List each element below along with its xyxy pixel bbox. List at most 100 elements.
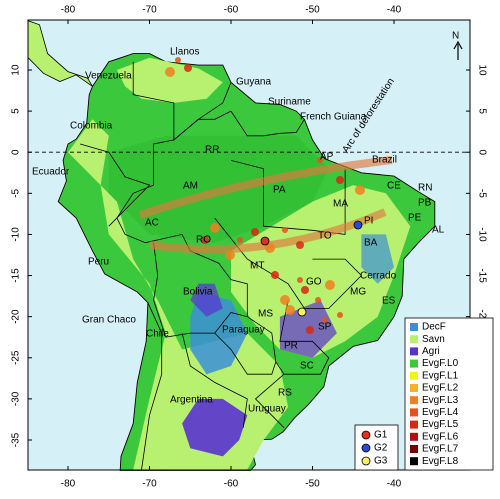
lon-tick-label: -80 (61, 5, 76, 16)
hotspot (315, 297, 321, 303)
hotspot (297, 277, 303, 283)
border-guianas (230, 110, 305, 137)
place-label: MS (258, 309, 273, 320)
place-label: Peru (88, 257, 109, 268)
place-label: Argentina (170, 395, 213, 406)
place-label: PI (364, 216, 373, 227)
hotspot (336, 176, 344, 184)
legend-swatch (410, 371, 418, 380)
place-label: PB (418, 198, 432, 209)
savanna-cerrado (231, 185, 411, 358)
place-label: ES (382, 296, 396, 307)
hotspot (355, 185, 365, 195)
hotspot (301, 286, 309, 294)
site-point (260, 236, 270, 246)
lon-tick-label: -50 (305, 5, 320, 16)
place-label: AP (320, 152, 334, 163)
border-states-2 (214, 217, 362, 309)
place-label: Uruguay (248, 404, 286, 415)
lat-tick-label: -5 (476, 189, 487, 198)
lon-tick-label: -60 (224, 479, 239, 490)
deforestation-arc-upper (138, 156, 393, 219)
place-label: RS (278, 388, 292, 399)
legend-swatch (410, 347, 418, 356)
place-label: AL (432, 225, 445, 236)
hotspot (337, 312, 343, 318)
lat-tick-label: -5 (11, 188, 22, 197)
north-arrow: N (452, 31, 463, 60)
legend-label: EvgF.L7 (422, 444, 459, 455)
place-label: CE (387, 181, 401, 192)
north-arrow-head (453, 40, 463, 50)
legend-swatch (410, 384, 418, 392)
place-label: Llanos (170, 47, 199, 58)
legend-label: EvgF.L1 (422, 370, 459, 381)
lat-tick-label: 10 (476, 64, 487, 76)
place-label: Venezuela (85, 71, 132, 82)
legend-label: EvgF.L3 (422, 395, 459, 406)
deciduous-east (361, 234, 394, 284)
legend-swatch (410, 335, 418, 344)
legend-label: Agri (422, 346, 440, 357)
place-label: PE (408, 213, 422, 224)
place-label: Chile (146, 329, 169, 340)
agri-argentina (182, 398, 248, 457)
lat-tick-label: -20 (11, 309, 22, 324)
agri-bolivia (190, 283, 223, 317)
place-label: MT (250, 261, 264, 272)
lat-tick-label: -20 (476, 309, 487, 324)
border-peru-bolivia (153, 242, 248, 338)
lon-tick-label: -60 (224, 5, 239, 16)
place-label: TO (318, 231, 332, 242)
place-label: MA (333, 199, 348, 210)
border-paraguay (214, 332, 277, 375)
hotspot (265, 243, 275, 253)
place-label: SC (300, 361, 314, 372)
place-label: Colombia (70, 121, 113, 132)
group-swatch (361, 430, 371, 440)
hotspot (306, 326, 314, 334)
site-point (353, 220, 363, 230)
hotspot (285, 305, 295, 315)
lat-tick-label: -25 (11, 350, 22, 365)
legend-label: EvgF.L5 (422, 419, 459, 430)
place-label: PA (273, 185, 286, 196)
place-label: Suriname (268, 97, 311, 108)
group-legend: G1 G2 G3 (354, 424, 399, 471)
lat-tick-label: 0 (11, 149, 22, 155)
hotspot (210, 223, 220, 233)
hotspot (280, 295, 290, 305)
lat-tick-label: -30 (11, 391, 22, 406)
site-point (297, 307, 307, 317)
place-label: French Guiana (300, 112, 367, 123)
place-label: Gran Chaco (82, 315, 136, 326)
hotspot (317, 157, 323, 163)
border-andes (80, 143, 151, 227)
map-frame (27, 19, 471, 471)
border-brazil (116, 110, 285, 428)
place-label: Paraguay (222, 325, 265, 336)
lat-tick-label: -35 (11, 432, 22, 447)
legend-label: DecF (422, 322, 446, 333)
place-label: RR (205, 145, 219, 156)
legend-swatch (410, 420, 418, 429)
legend-swatch (410, 432, 418, 441)
hotspot (237, 237, 243, 243)
border-argentina (181, 333, 248, 428)
place-label: AM (183, 181, 198, 192)
border-states-3 (279, 300, 330, 375)
group-label: G3 (374, 456, 388, 467)
border-chile (141, 302, 163, 471)
lat-tick-label: 0 (476, 149, 487, 155)
lon-tick-label: -70 (142, 479, 157, 490)
group-swatch (361, 456, 371, 466)
place-label: GO (306, 277, 322, 288)
hotspot (184, 64, 192, 72)
lat-tick-label: 5 (11, 108, 22, 114)
hotspot (225, 250, 235, 260)
lon-tick-label: -40 (387, 479, 402, 490)
place-label: RO (196, 235, 211, 246)
lat-tick-label: 10 (11, 64, 22, 76)
legend-label: EvgF.L0 (422, 358, 459, 369)
